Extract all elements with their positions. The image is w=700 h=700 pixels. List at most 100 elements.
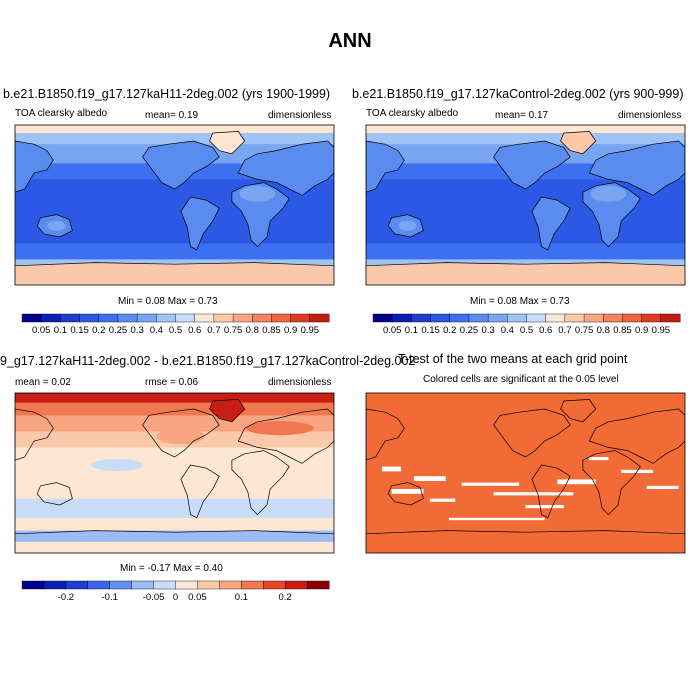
panel2-map — [366, 125, 685, 285]
colorbar1-swatch — [40, 313, 61, 323]
colorbar3-swatch — [87, 580, 111, 590]
diff-band — [15, 517, 334, 532]
albedo-band — [15, 125, 334, 134]
colorbar3-tick-label: 0.1 — [235, 592, 248, 603]
coastline-greenland — [209, 131, 246, 155]
colorbar3-tick-label: 0 — [173, 592, 178, 603]
colorbar1-tick-label: 0.25 — [109, 325, 128, 336]
colorbar2-swatch — [583, 313, 604, 323]
colorbar2-tick-label: 0.5 — [520, 325, 533, 336]
coastline-namerica — [493, 140, 571, 190]
coastline-samerica — [180, 196, 220, 251]
colorbar1-swatch — [136, 313, 157, 323]
colorbar1-tick-label: 0.05 — [32, 325, 51, 336]
albedo-band — [15, 133, 334, 145]
colorbar1-tick-label: 0.9 — [284, 325, 297, 336]
panel1-left-label: TOA clearsky albedo — [15, 108, 108, 119]
ttest-nonsignificant — [429, 498, 456, 502]
ttest-nonsignificant — [646, 485, 679, 489]
diff-band — [15, 393, 334, 404]
land-samerica — [531, 197, 571, 250]
panel4-title: T-test of the two means at each grid poi… — [398, 352, 628, 366]
coastline-antarctica — [365, 262, 686, 267]
colorbar1-swatch — [290, 313, 311, 323]
diff-band — [15, 498, 334, 519]
colorbar3-tick-label: -0.1 — [102, 592, 118, 603]
desert-sahara — [239, 185, 276, 202]
diff-band — [15, 541, 334, 553]
ttest-nonsignificant — [589, 457, 609, 461]
ttest-nonsignificant — [381, 466, 402, 472]
coastline-antarctica — [365, 530, 686, 535]
coastline-namerica — [493, 408, 571, 458]
land-namerica — [493, 141, 571, 189]
colorbar3-tick-label: 0.05 — [188, 592, 207, 603]
colorbar2-tick-label: 0.6 — [539, 325, 552, 336]
coastline-eurasia — [237, 408, 334, 464]
land-eurasia — [238, 141, 334, 196]
colorbar3-swatch — [284, 580, 308, 590]
colorbar2-swatch — [372, 313, 393, 323]
coastline-samerica — [531, 464, 571, 519]
colorbar1-tick-label: 0.6 — [188, 325, 201, 336]
land-asia — [366, 141, 405, 193]
colorbar1-swatch — [79, 313, 100, 323]
coastline-namerica — [142, 408, 220, 458]
colorbar2-tick-label: 0.05 — [383, 325, 402, 336]
colorbar3-swatch — [21, 580, 45, 590]
colorbar3-swatch — [263, 580, 286, 590]
coastline-africa — [582, 450, 641, 516]
diff-greenland — [209, 399, 245, 422]
coastline-eurasia — [588, 408, 685, 464]
albedo-band — [366, 125, 685, 134]
colorbar2-tick-label: 0.7 — [558, 325, 571, 336]
diff-namerica — [156, 428, 205, 445]
ttest-nonsignificant — [413, 476, 446, 481]
colorbar2-tick-label: 0.8 — [597, 325, 610, 336]
ttest-nonsignificant — [557, 479, 596, 485]
colorbar1-swatch — [175, 313, 196, 323]
colorbar1-swatch — [309, 313, 330, 323]
coastline-asiaL — [15, 408, 54, 461]
coastline-greenland — [209, 399, 246, 423]
panel2-minmax: Min = 0.08 Max = 0.73 — [470, 296, 570, 307]
colorbar3-swatch — [306, 580, 330, 590]
colorbar2-swatch — [449, 313, 470, 323]
map-frames — [14, 124, 686, 554]
colorbar3-swatch — [109, 580, 133, 590]
coastline-antarctica — [14, 262, 335, 267]
coastline-asiaL — [366, 408, 405, 461]
diff-band — [15, 447, 334, 500]
colorbar2-tick-label: 0.75 — [575, 325, 594, 336]
diff-pacific — [91, 459, 144, 471]
coastline-asiaL — [15, 140, 54, 193]
panel3-map — [15, 393, 334, 553]
panel3-mean: mean = 0.02 — [15, 377, 71, 388]
colorbar2-swatch — [660, 313, 681, 323]
colorbar1-swatch — [252, 313, 272, 323]
albedo-band — [15, 179, 334, 244]
land-samerica — [180, 197, 220, 250]
panel4-map — [366, 393, 685, 553]
colorbar2-tick-label: 0.25 — [460, 325, 479, 336]
colorbar3-swatch — [43, 580, 67, 590]
colorbar2-swatch — [526, 313, 547, 323]
diff-band — [15, 530, 334, 543]
ttest-nonsignificant — [461, 482, 520, 486]
page-title: ANN — [328, 30, 372, 52]
land-antarctica — [15, 262, 334, 285]
colorbar2-swatch — [487, 313, 508, 323]
colorbar1-tick-label: 0.85 — [262, 325, 281, 336]
colorbar1-swatch — [98, 313, 119, 323]
albedo-band — [366, 243, 685, 260]
albedo-band — [15, 243, 334, 260]
colorbar3-tick-label: -0.05 — [143, 592, 165, 603]
coastline-asiaL — [366, 140, 405, 193]
colorbar2-swatch — [507, 313, 527, 323]
albedo-band — [366, 179, 685, 244]
panel1-map — [15, 125, 334, 285]
desert-australia — [47, 220, 66, 231]
colorbar2-tick-label: 0.9 — [635, 325, 648, 336]
colorbar2-swatch — [545, 313, 566, 323]
